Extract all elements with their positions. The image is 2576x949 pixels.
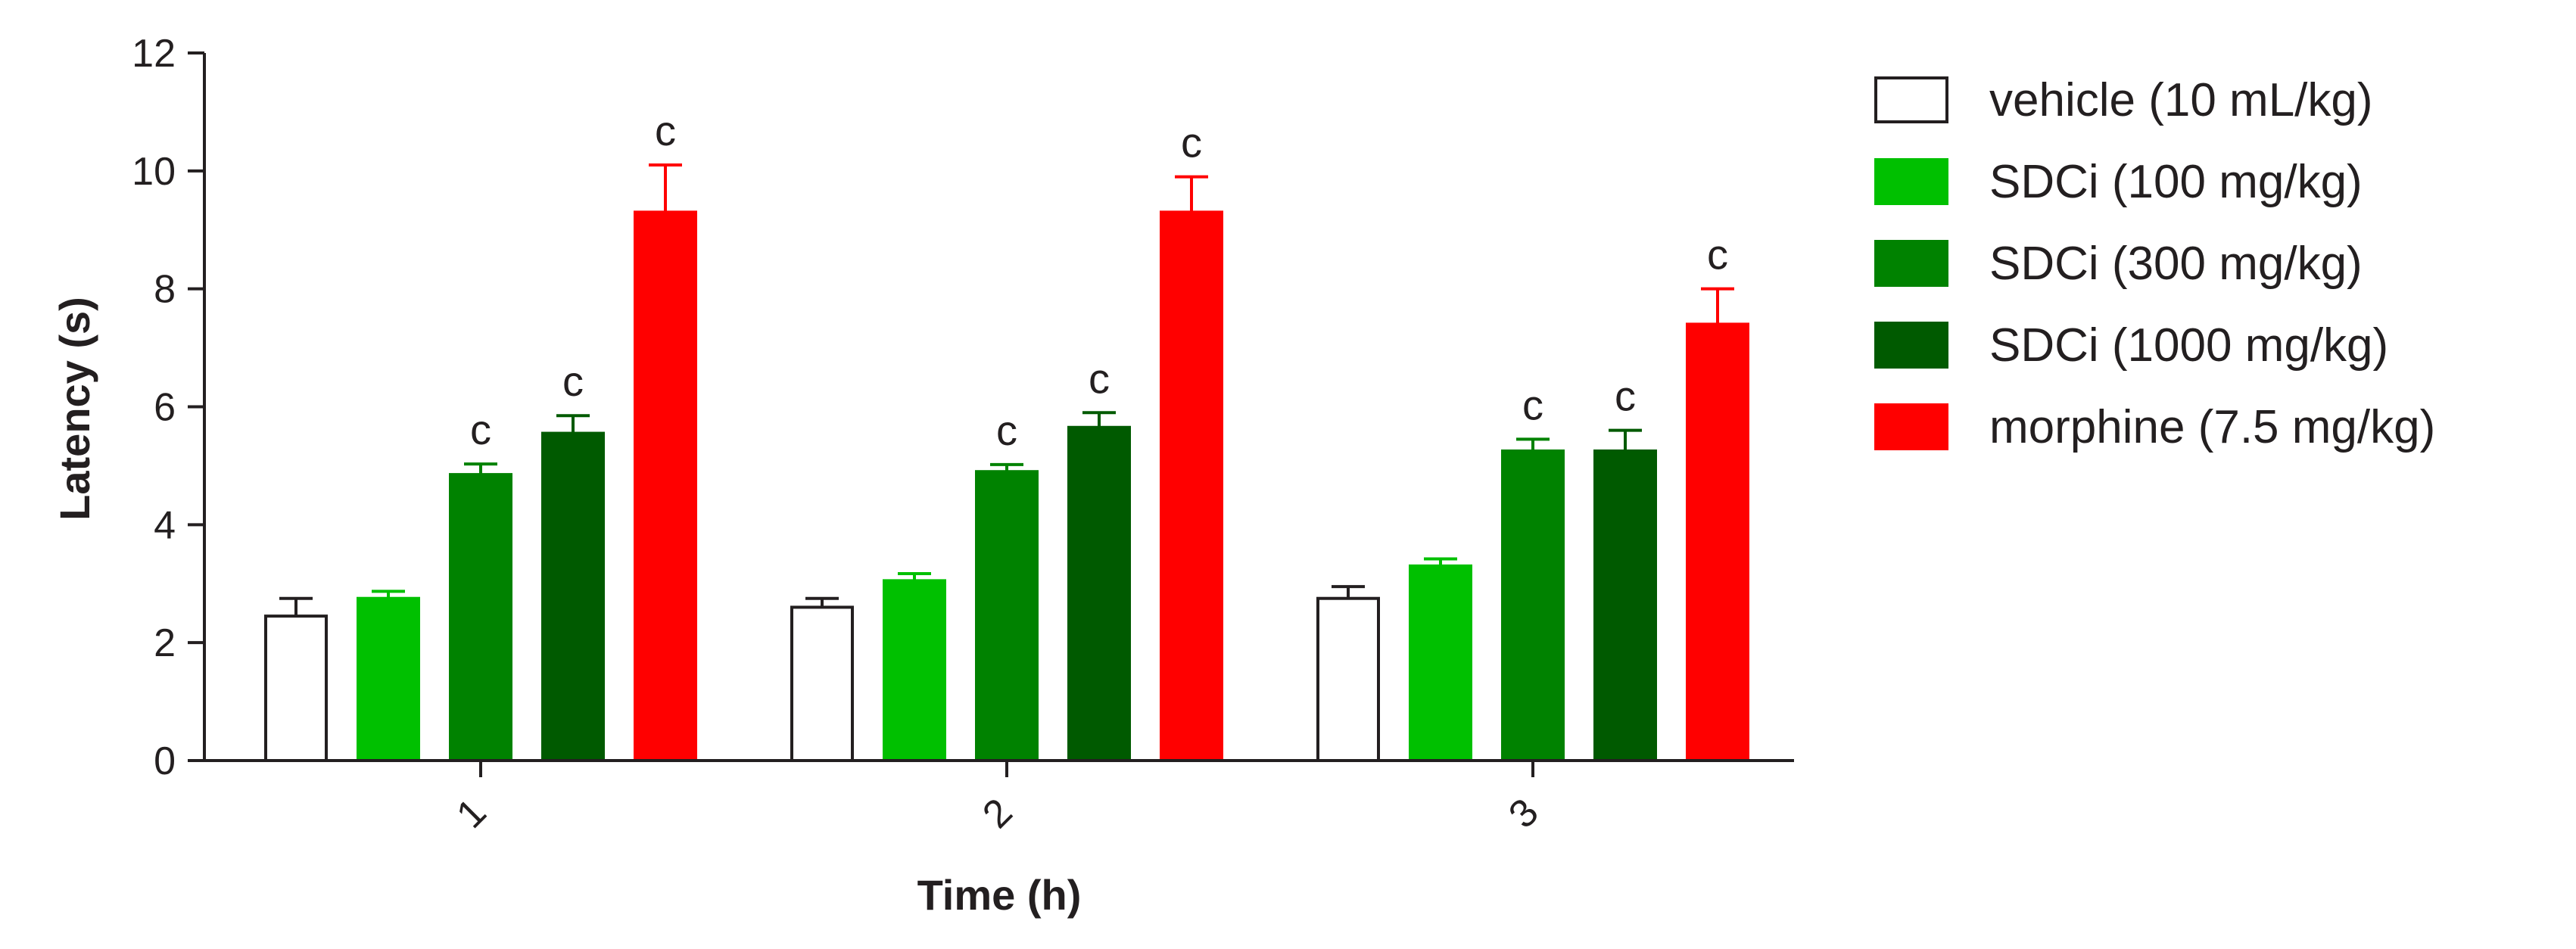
error-bar bbox=[649, 163, 682, 213]
error-bar bbox=[464, 462, 497, 475]
bar bbox=[1409, 564, 1472, 762]
y-tick-label: 10 bbox=[132, 150, 176, 194]
significance-label: c bbox=[996, 406, 1017, 454]
y-tick-label: 4 bbox=[154, 503, 176, 547]
bar bbox=[975, 470, 1039, 762]
bar bbox=[883, 579, 946, 763]
legend-label: vehicle (10 mL/kg) bbox=[1989, 74, 2373, 126]
significance-label: c bbox=[655, 107, 676, 154]
y-tick-label: 8 bbox=[154, 268, 176, 312]
bar bbox=[790, 605, 854, 763]
significance-label: c bbox=[1615, 372, 1636, 420]
y-tick-label: 0 bbox=[154, 739, 176, 783]
bar bbox=[1501, 449, 1565, 762]
significance-label: c bbox=[1089, 354, 1110, 402]
y-axis-title: Latency (s) bbox=[51, 297, 98, 521]
significance-label: c bbox=[470, 406, 491, 453]
error-bar bbox=[279, 596, 313, 617]
bar bbox=[1686, 322, 1749, 762]
error-bar bbox=[1175, 175, 1208, 213]
error-bar bbox=[372, 590, 405, 599]
legend-label: SDCi (100 mg/kg) bbox=[1989, 156, 2363, 208]
significance-label: c bbox=[1707, 231, 1728, 278]
error-bar bbox=[1424, 557, 1457, 566]
y-tick-label: 12 bbox=[132, 32, 176, 76]
error-bar bbox=[556, 414, 590, 434]
legend-label: SDCi (1000 mg/kg) bbox=[1989, 319, 2388, 372]
significance-label: c bbox=[562, 357, 584, 405]
significance-label: c bbox=[1522, 381, 1543, 428]
legend-swatch bbox=[1874, 240, 1948, 287]
legend-swatch bbox=[1874, 158, 1948, 205]
y-tick-label: 2 bbox=[154, 621, 176, 665]
significance-label: c bbox=[1181, 119, 1202, 166]
legend-swatch bbox=[1874, 76, 1948, 123]
bar bbox=[541, 431, 605, 762]
error-bar bbox=[1082, 411, 1116, 428]
significance-labels-layer: c c c c c c c c c bbox=[470, 107, 1728, 454]
legend-swatch bbox=[1874, 403, 1948, 450]
error-bar bbox=[898, 572, 931, 581]
error-bar bbox=[990, 462, 1023, 472]
x-tick-label: 3 bbox=[1500, 790, 1547, 836]
error-bar bbox=[1701, 287, 1734, 325]
bars-layer bbox=[264, 210, 1749, 763]
error-bar bbox=[805, 596, 839, 608]
legend-label: morphine (7.5 mg/kg) bbox=[1989, 401, 2435, 453]
y-tick-label: 6 bbox=[154, 386, 176, 430]
legend: vehicle (10 mL/kg) SDCi (100 mg/kg) SDCi (… bbox=[1874, 74, 2435, 453]
bar bbox=[634, 210, 697, 762]
legend-swatch bbox=[1874, 322, 1948, 369]
error-bar bbox=[1516, 437, 1550, 451]
bar bbox=[449, 473, 512, 763]
x-tick-label: 2 bbox=[974, 790, 1020, 836]
bar bbox=[1160, 210, 1223, 762]
legend-label: SDCi (300 mg/kg) bbox=[1989, 238, 2363, 290]
x-axis-title: Time (h) bbox=[917, 871, 1082, 919]
bar bbox=[1067, 425, 1131, 762]
bar bbox=[357, 596, 420, 763]
error-bar bbox=[1609, 428, 1642, 451]
bar bbox=[1316, 596, 1380, 763]
error-bar bbox=[1332, 585, 1365, 599]
error-bars-layer bbox=[279, 163, 1734, 617]
bar bbox=[264, 615, 328, 763]
x-tick-label: 1 bbox=[448, 790, 494, 836]
bar bbox=[1593, 449, 1657, 762]
